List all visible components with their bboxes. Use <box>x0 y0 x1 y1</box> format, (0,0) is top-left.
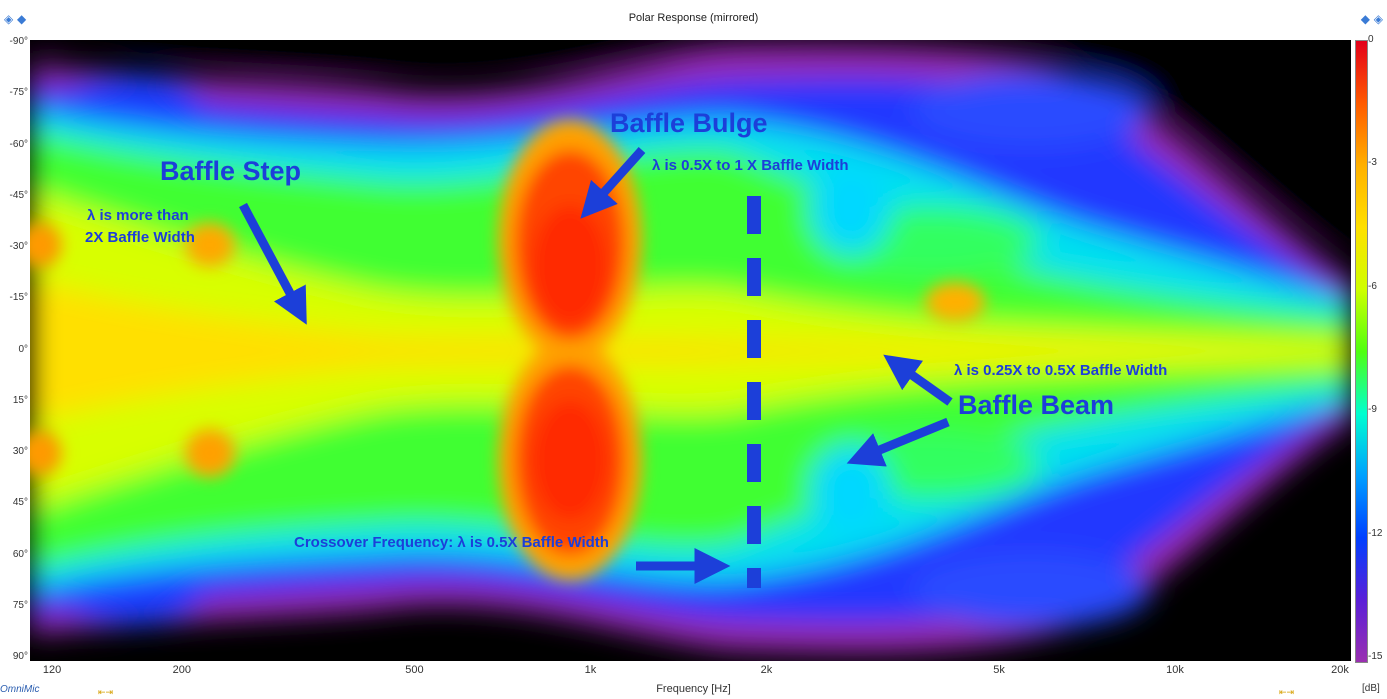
colorbar-tick-label: -12 <box>1368 527 1383 539</box>
colorbar-tick-label: -3 <box>1368 157 1377 169</box>
x-tick-label: 10k <box>1166 664 1184 676</box>
y-tick-label: 60° <box>12 548 28 560</box>
colorbar <box>1355 40 1368 663</box>
diamond-move-icon[interactable]: ◈ ◆ <box>4 12 27 26</box>
x-tick-label: 2k <box>760 664 773 676</box>
y-tick-label: 30° <box>12 446 28 457</box>
step-note-2: 2X Baffle Width <box>85 229 195 246</box>
y-tick-label: 0° <box>18 343 28 355</box>
bulge-note: λ is 0.5X to 1 X Baffle Width <box>652 157 849 174</box>
beam-note: λ is 0.25X to 0.5X Baffle Width <box>954 362 1168 379</box>
x-axis-label: Frequency [Hz] <box>656 683 731 695</box>
x-tick-label: 5k <box>993 664 1005 676</box>
colorbar-tick-label: -6 <box>1368 280 1377 292</box>
y-tick-label: -60° <box>9 138 28 150</box>
heatmap-svg <box>30 40 1351 653</box>
y-tick-label: 45° <box>12 497 28 509</box>
colorbar-tick-label: -15 <box>1368 651 1383 662</box>
x-tick-label: 120 <box>42 664 62 676</box>
y-tick-label: 75° <box>12 599 28 611</box>
baffle-beam-label: Baffle Beam <box>958 390 1115 420</box>
y-tick-label: 15° <box>12 394 28 406</box>
colorbar-unit: [dB] <box>1362 683 1380 694</box>
y-tick-label: -30° <box>9 241 28 252</box>
y-tick-label: -90° <box>9 36 28 47</box>
x-tick-label: 200 <box>172 664 191 676</box>
pan-right-icon[interactable]: ⇤⇥ <box>1279 687 1295 697</box>
y-tick-label: -75° <box>9 87 28 99</box>
baffle-step-label: Baffle Step <box>160 156 302 186</box>
y-tick-label: -45° <box>9 189 28 201</box>
diamond-move-icon[interactable]: ◆ ◈ <box>1360 12 1383 26</box>
heatmap-plot-area[interactable] <box>30 40 1351 661</box>
brand-logo: OmniMic <box>0 684 40 695</box>
y-tick-label: -15° <box>9 292 28 304</box>
x-tick-label: 1k <box>584 664 597 676</box>
x-tick-label: 20k <box>1331 664 1349 676</box>
colorbar-tick-label: -9 <box>1368 404 1377 416</box>
chart-title: Polar Response (mirrored) <box>628 12 759 24</box>
x-tick-label: 500 <box>405 664 424 676</box>
step-note-1: λ is more than <box>87 207 189 224</box>
crossover-note: Crossover Frequency: λ is 0.5X Baffle Wi… <box>294 534 609 551</box>
pan-left-icon[interactable]: ⇤⇥ <box>98 687 114 697</box>
baffle-bulge-label: Baffle Bulge <box>610 108 768 138</box>
colorbar-tick-label: 0 <box>1368 34 1374 45</box>
y-tick-label: 90° <box>12 651 28 662</box>
